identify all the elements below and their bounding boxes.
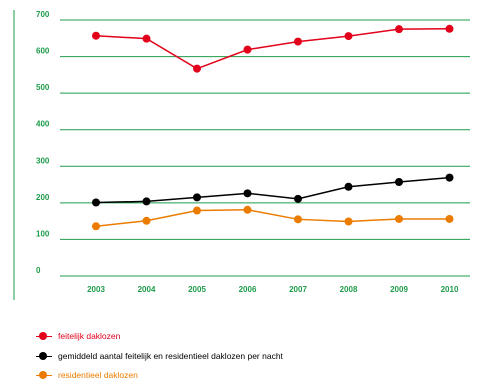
data-point: [142, 34, 151, 43]
data-point: [294, 37, 302, 46]
data-point: [344, 182, 353, 191]
y-tick-label: 400: [36, 120, 50, 129]
data-point: [243, 205, 252, 214]
data-point: [92, 222, 100, 231]
x-tick-label: 2004: [138, 285, 156, 294]
y-tick-label: 500: [36, 83, 50, 92]
x-tick-label: 2006: [239, 285, 257, 294]
data-point: [193, 193, 201, 202]
data-point: [294, 215, 302, 224]
x-tick-label: 2008: [340, 285, 358, 294]
legend-swatch: [36, 371, 52, 379]
data-point: [92, 31, 100, 40]
y-tick-label: 700: [36, 10, 50, 19]
y-tick-label: 300: [36, 156, 50, 165]
data-point: [445, 173, 454, 182]
legend-item: feitelijk daklozen: [36, 331, 120, 341]
y-tick-label: 200: [36, 193, 50, 202]
x-tick-label: 2005: [188, 285, 206, 294]
x-tick-label: 2003: [87, 285, 105, 294]
data-point: [395, 214, 403, 223]
x-tick-label: 2007: [289, 285, 307, 294]
data-point: [445, 24, 454, 33]
legend-swatch: [36, 332, 52, 340]
legend-item: gemiddeld aantal feitelijk en residentie…: [36, 351, 283, 361]
legend-label: feitelijk daklozen: [58, 331, 121, 341]
legend-swatch: [36, 352, 52, 360]
series-line-1: [95, 176, 450, 204]
y-tick-label: 600: [36, 47, 50, 56]
data-point: [344, 32, 353, 41]
series-line-2: [95, 209, 450, 228]
data-point: [243, 45, 252, 54]
data-point: [193, 206, 201, 215]
x-tick-label: 2010: [441, 285, 459, 294]
y-tick-label: 0: [36, 266, 41, 275]
data-point: [395, 178, 403, 187]
data-point: [294, 194, 302, 203]
data-point: [344, 217, 353, 226]
data-point: [92, 198, 100, 207]
legend-label: residentieel daklozen: [58, 370, 138, 380]
data-point: [243, 189, 252, 198]
data-point: [395, 25, 403, 34]
data-point: [193, 64, 201, 73]
data-point: [142, 216, 151, 225]
legend-item: residentieel daklozen: [36, 370, 138, 380]
data-point: [142, 197, 151, 206]
x-tick-label: 2009: [390, 285, 408, 294]
series-line-0: [95, 28, 450, 70]
legend-label: gemiddeld aantal feitelijk en residentie…: [58, 351, 283, 361]
data-point: [445, 214, 454, 223]
y-tick-label: 100: [36, 229, 50, 238]
